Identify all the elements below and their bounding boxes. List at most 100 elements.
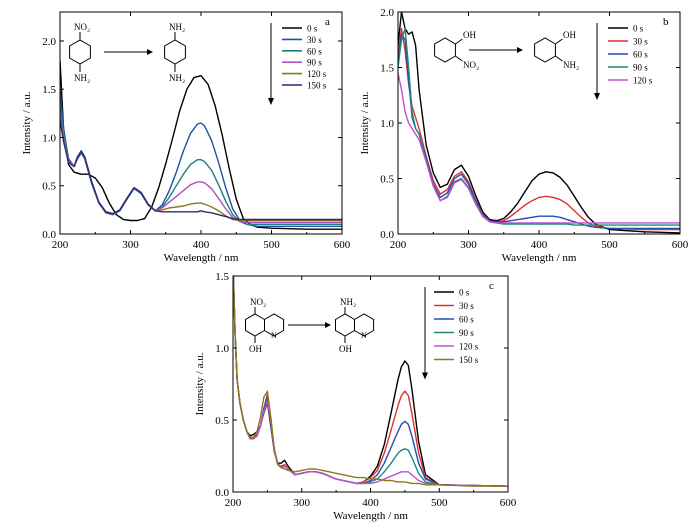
x-tick-label: 500 bbox=[431, 497, 448, 509]
x-axis-label: Wavelength / nm bbox=[333, 510, 408, 522]
series-line-120s bbox=[233, 276, 508, 487]
y-tick-label: 1.5 bbox=[215, 271, 229, 283]
y-tick-label: 1.0 bbox=[380, 118, 394, 130]
y-axis-label: Intensity / a.u. bbox=[359, 91, 371, 154]
legend-label: 120 s bbox=[459, 342, 479, 352]
legend-label: 60 s bbox=[459, 315, 474, 325]
panel-b: 200 300 400 500 600 0.0 0.5 1.0 1.5 2.0 Wavelength… bbox=[359, 7, 689, 264]
series-line-120s bbox=[60, 118, 342, 222]
reaction-scheme: NO₂ OH N NH₂ OH N bbox=[245, 297, 375, 354]
reaction-arrowhead bbox=[325, 322, 331, 328]
y-axis-label: Intensity / a.u. bbox=[194, 352, 206, 415]
benzene-ring bbox=[534, 37, 556, 63]
series-group bbox=[398, 12, 680, 234]
x-tick-label: 200 bbox=[52, 239, 69, 251]
legend-label: 90 s bbox=[307, 58, 322, 68]
x-tick-label: 300 bbox=[122, 239, 139, 251]
y-tick-label: 2.0 bbox=[42, 36, 56, 48]
panel-label: b bbox=[663, 16, 669, 28]
legend-label: 90 s bbox=[459, 328, 474, 338]
panel-label: a bbox=[325, 16, 330, 28]
legend-label: 120 s bbox=[307, 69, 327, 79]
time-arrowhead bbox=[422, 372, 428, 380]
benzene-ring bbox=[434, 37, 456, 63]
x-tick-label: 400 bbox=[531, 239, 548, 251]
svg-text:OH: OH bbox=[339, 344, 352, 354]
x-tick-label: 300 bbox=[460, 239, 477, 251]
panel-label: c bbox=[489, 280, 494, 292]
series-line-30s bbox=[60, 89, 342, 227]
quinoline-ring bbox=[354, 313, 375, 337]
x-axis-label: Wavelength / nm bbox=[164, 252, 239, 264]
legend-label: 60 s bbox=[307, 46, 322, 56]
panel-c: 200 300 400 500 600 0.0 0.5 1.0 1.5 Wavelength / … bbox=[194, 271, 517, 522]
series-group bbox=[60, 60, 342, 230]
svg-text:NH₂: NH₂ bbox=[74, 73, 90, 83]
legend-label: 150 s bbox=[307, 81, 327, 91]
x-tick-label: 400 bbox=[362, 497, 379, 509]
svg-text:OH: OH bbox=[463, 30, 476, 40]
svg-text:NO₂: NO₂ bbox=[74, 22, 90, 32]
y-tick-label: 1.0 bbox=[42, 132, 56, 144]
svg-text:NH₂: NH₂ bbox=[563, 60, 579, 70]
legend-label: 0 s bbox=[633, 24, 644, 34]
x-tick-label: 600 bbox=[672, 239, 689, 251]
svg-text:OH: OH bbox=[563, 30, 576, 40]
quinoline-ring bbox=[245, 313, 265, 337]
x-tick-label: 600 bbox=[334, 239, 351, 251]
reaction-scheme: OH NO₂ OH NH₂ bbox=[434, 30, 579, 70]
quinoline-ring bbox=[264, 313, 285, 337]
legend-label: 0 s bbox=[307, 24, 318, 34]
x-tick-label: 400 bbox=[193, 239, 210, 251]
reaction-arrowhead bbox=[147, 49, 153, 55]
panel-a: 200 300 400 500 600 0.0 0.5 1.0 1.5 2.0 Wavelength… bbox=[21, 11, 351, 264]
x-tick-label: 300 bbox=[294, 497, 311, 509]
series-line-0s bbox=[398, 12, 680, 234]
svg-text:N: N bbox=[271, 331, 277, 340]
series-line-120s bbox=[398, 72, 680, 224]
legend-label: 30 s bbox=[459, 301, 474, 311]
x-tick-label: 200 bbox=[225, 497, 242, 509]
y-tick-label: 0.5 bbox=[380, 174, 394, 186]
legend-label: 150 s bbox=[459, 355, 479, 365]
x-tick-label: 500 bbox=[601, 239, 618, 251]
y-tick-label: 1.5 bbox=[380, 63, 394, 75]
benzene-ring bbox=[164, 39, 186, 65]
series-line-150s bbox=[60, 119, 342, 221]
svg-text:NO₂: NO₂ bbox=[463, 60, 479, 70]
series-group bbox=[233, 276, 508, 487]
y-tick-label: 0.0 bbox=[42, 229, 56, 241]
svg-text:NO₂: NO₂ bbox=[250, 297, 266, 307]
y-axis-label: Intensity / a.u. bbox=[21, 91, 33, 154]
time-arrowhead bbox=[268, 98, 274, 105]
y-tick-label: 0.5 bbox=[215, 415, 229, 427]
y-tick-label: 1.5 bbox=[42, 84, 56, 96]
series-line-150s bbox=[233, 276, 508, 487]
y-tick-label: 1.0 bbox=[215, 343, 229, 355]
x-tick-label: 500 bbox=[263, 239, 280, 251]
legend: 0 s 30 s 60 s 90 s 120 s bbox=[594, 23, 653, 100]
legend-label: 30 s bbox=[633, 37, 648, 47]
svg-text:OH: OH bbox=[249, 344, 262, 354]
legend-label: 30 s bbox=[307, 35, 322, 45]
legend: 0 s 30 s 60 s 90 s 120 s 150 s bbox=[422, 287, 479, 380]
y-tick-label: 0.5 bbox=[42, 181, 56, 193]
x-tick-label: 200 bbox=[390, 239, 407, 251]
reaction-scheme: NO₂ NH₂ NH₂ NH₂ bbox=[69, 22, 186, 83]
svg-text:N: N bbox=[361, 331, 367, 340]
legend-label: 0 s bbox=[459, 288, 470, 298]
reaction-arrowhead bbox=[517, 47, 523, 53]
svg-text:NH₂: NH₂ bbox=[340, 297, 356, 307]
legend-label: 60 s bbox=[633, 50, 648, 60]
legend-label: 120 s bbox=[633, 76, 653, 86]
x-tick-label: 600 bbox=[500, 497, 517, 509]
x-axis-label: Wavelength / nm bbox=[502, 252, 577, 264]
benzene-ring bbox=[69, 39, 91, 65]
y-tick-label: 2.0 bbox=[380, 7, 394, 19]
time-arrowhead bbox=[594, 93, 600, 100]
svg-text:NH₂: NH₂ bbox=[169, 22, 185, 32]
legend-label: 90 s bbox=[633, 63, 648, 73]
y-tick-label: 0.0 bbox=[380, 229, 394, 241]
